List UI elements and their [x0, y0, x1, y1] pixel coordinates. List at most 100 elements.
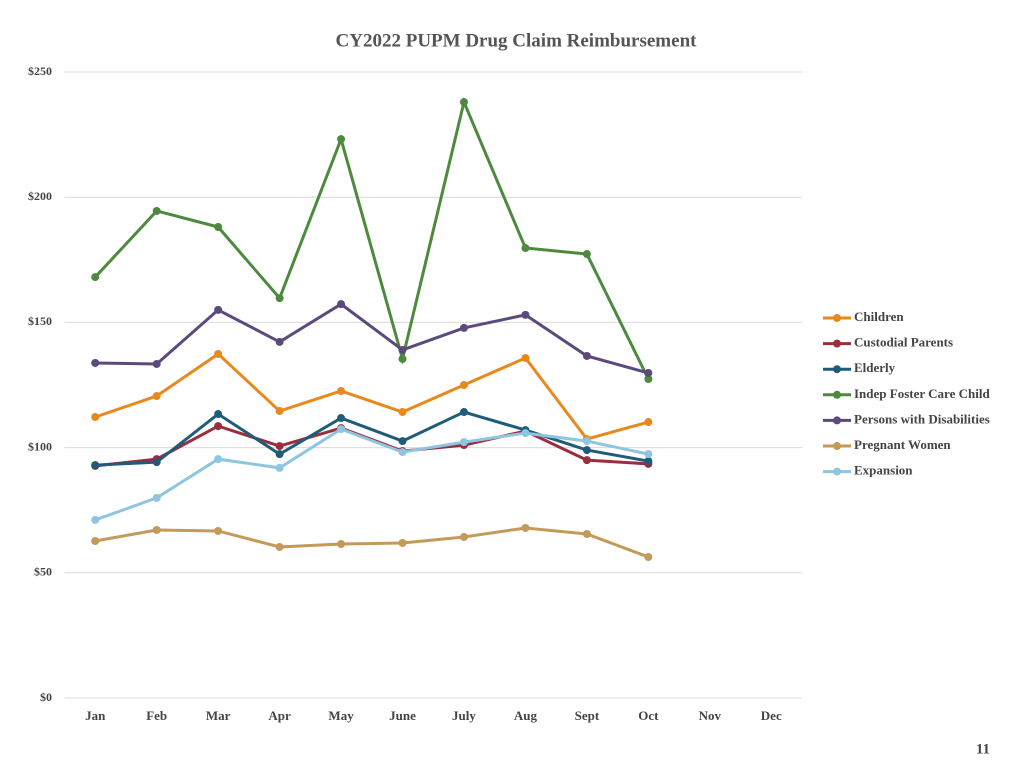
data-point	[214, 349, 223, 358]
data-point	[644, 374, 653, 383]
data-point	[214, 455, 223, 464]
legend-label: Expansion	[854, 463, 913, 478]
x-tick-label: Nov	[699, 708, 722, 723]
data-point	[214, 305, 223, 314]
legend-label: Children	[854, 309, 904, 324]
data-point	[521, 310, 530, 319]
legend-marker	[833, 339, 841, 348]
data-point	[582, 250, 591, 259]
x-tick-label: May	[328, 708, 354, 723]
data-point	[152, 525, 161, 534]
data-point	[398, 437, 407, 446]
data-point	[644, 457, 653, 466]
data-point	[459, 323, 468, 332]
data-point	[459, 408, 468, 417]
legend-label: Indep Foster Care Child	[854, 386, 990, 401]
data-point	[152, 458, 161, 467]
data-point	[337, 540, 346, 549]
data-point	[91, 358, 100, 367]
x-tick-label: Dec	[761, 708, 782, 723]
series-line	[95, 302, 649, 375]
data-point	[152, 493, 161, 502]
series-line	[94, 97, 650, 380]
data-point	[398, 354, 407, 363]
data-point	[582, 456, 591, 465]
data-point	[398, 539, 407, 548]
data-point	[582, 529, 591, 538]
data-point	[521, 244, 530, 253]
data-point	[398, 345, 407, 354]
data-point	[459, 381, 468, 389]
data-point	[214, 526, 223, 535]
legend-marker	[833, 442, 841, 450]
x-tick-label: Oct	[638, 708, 659, 723]
data-point	[214, 222, 223, 231]
data-point	[582, 437, 591, 446]
legend-label: Custodial Parents	[854, 335, 953, 350]
legend-marker	[833, 314, 841, 322]
data-point	[214, 410, 223, 419]
legend-label: Elderly	[854, 360, 896, 375]
series-line	[94, 352, 649, 441]
y-tick-label: $0	[40, 690, 52, 704]
data-point	[337, 414, 346, 423]
data-point	[152, 359, 161, 368]
data-point	[644, 368, 653, 377]
data-point	[459, 532, 468, 541]
data-point	[521, 429, 530, 438]
data-point	[337, 135, 346, 144]
x-tick-label: Feb	[146, 708, 167, 723]
data-point	[275, 294, 284, 303]
data-point	[91, 273, 100, 282]
x-tick-label: Jan	[85, 708, 106, 723]
chart-title: CY2022 PUPM Drug Claim Reimbursement	[336, 30, 698, 51]
x-tick-label: Sept	[575, 708, 600, 723]
x-tick-label: July	[452, 708, 476, 723]
data-point	[337, 300, 346, 309]
y-tick-label: $250	[28, 64, 52, 78]
legend-label: Persons with Disabilities	[854, 411, 990, 426]
legend-marker	[833, 390, 841, 399]
data-point	[521, 523, 530, 532]
data-point	[459, 98, 468, 107]
series-line	[94, 526, 649, 559]
data-point	[398, 408, 407, 417]
x-tick-label: Apr	[268, 708, 291, 723]
x-tick-label: June	[389, 708, 416, 723]
data-point	[91, 515, 100, 524]
data-point	[275, 407, 284, 416]
data-point	[91, 413, 100, 422]
y-tick-label: $200	[28, 189, 52, 203]
data-point	[214, 422, 223, 431]
data-point	[152, 392, 161, 401]
series-line	[94, 427, 649, 522]
data-point	[644, 553, 653, 562]
data-point	[521, 353, 530, 362]
data-point	[337, 387, 346, 396]
data-point	[275, 450, 284, 459]
y-tick-label: $100	[28, 439, 52, 453]
data-point	[275, 543, 284, 552]
data-point	[275, 337, 284, 346]
data-point	[275, 463, 284, 472]
y-tick-label: $150	[28, 314, 52, 328]
data-point	[644, 450, 653, 459]
y-tick-label: $50	[34, 565, 52, 579]
data-point	[91, 461, 100, 470]
data-point	[582, 351, 591, 360]
data-point	[91, 536, 100, 545]
series-line	[95, 410, 649, 467]
legend-label: Pregnant Women	[854, 437, 951, 452]
data-point	[275, 442, 284, 451]
data-point	[644, 418, 653, 427]
data-point	[398, 448, 407, 457]
data-point	[337, 425, 346, 434]
x-tick-label: Mar	[206, 708, 231, 723]
data-point	[459, 438, 468, 447]
data-point	[582, 446, 591, 455]
page-number: 11	[976, 741, 990, 757]
legend-marker	[833, 416, 841, 425]
data-point	[152, 206, 161, 215]
legend-marker	[833, 467, 841, 476]
